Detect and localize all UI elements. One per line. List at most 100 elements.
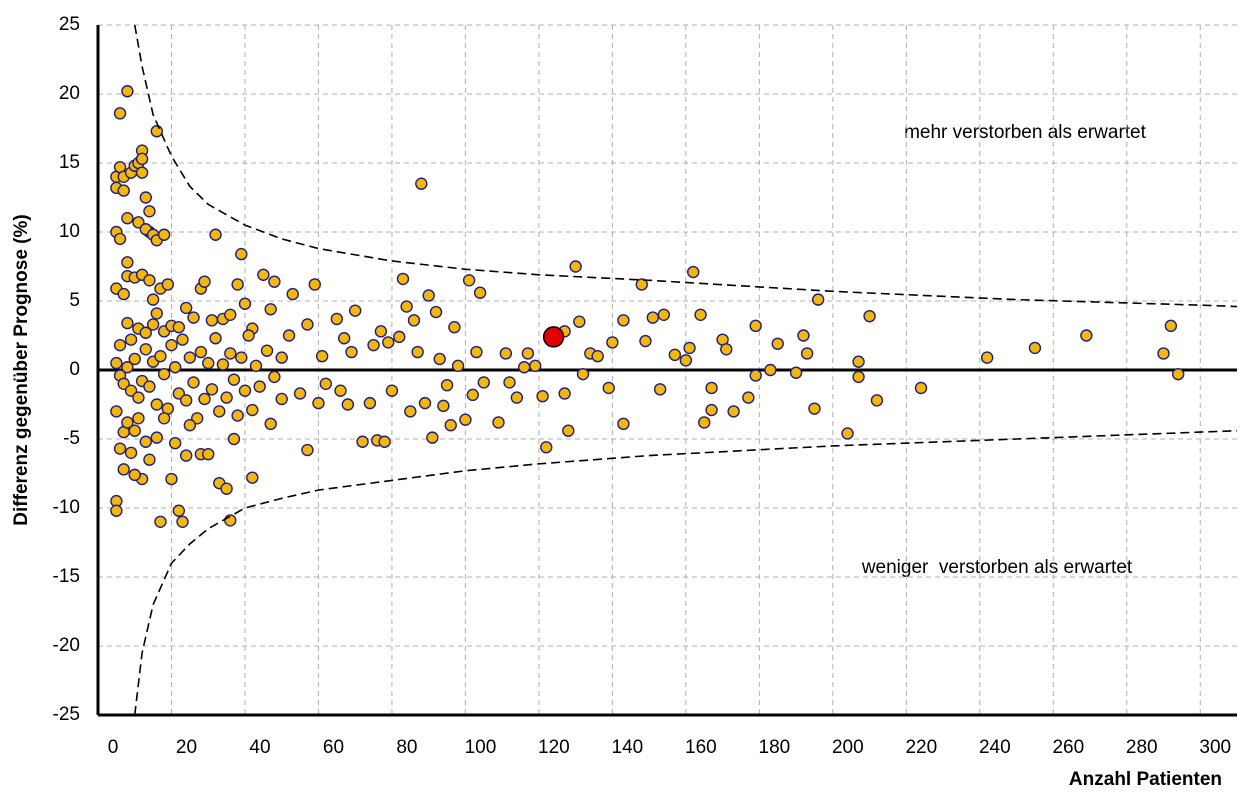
point	[1172, 367, 1185, 381]
point	[242, 329, 255, 342]
point	[841, 427, 854, 440]
point	[617, 314, 630, 327]
point	[150, 125, 163, 138]
y-tick-label: -10	[53, 497, 80, 518]
point	[569, 260, 582, 273]
point	[400, 300, 413, 313]
point	[220, 391, 233, 404]
point	[194, 345, 208, 359]
point	[440, 378, 454, 392]
point	[132, 412, 145, 425]
point	[576, 367, 590, 381]
point	[268, 275, 281, 288]
x-tick-label: 220	[905, 737, 937, 758]
point	[157, 412, 171, 425]
annotation: mehr verstorben als erwartet	[904, 122, 1147, 143]
point	[135, 152, 149, 166]
point	[437, 399, 450, 413]
annotation: weniger verstorben als erwartet	[861, 557, 1133, 578]
y-tick-label: 10	[59, 221, 80, 242]
point	[275, 351, 288, 364]
point	[374, 325, 388, 338]
point	[345, 345, 358, 359]
point	[698, 416, 711, 429]
point	[143, 380, 156, 393]
point	[518, 361, 531, 374]
point	[154, 515, 167, 528]
point	[135, 166, 149, 179]
point	[216, 358, 230, 371]
point	[150, 398, 163, 411]
point	[286, 287, 299, 301]
point	[473, 286, 487, 299]
point	[176, 333, 189, 346]
point	[220, 482, 233, 495]
x-axis-label: Anzahl Patienten	[1069, 769, 1222, 790]
point	[705, 381, 718, 395]
point	[433, 352, 446, 366]
point	[139, 191, 152, 204]
point	[110, 504, 123, 517]
point	[462, 274, 476, 287]
point	[146, 318, 160, 331]
point	[653, 383, 667, 396]
point	[378, 435, 391, 448]
point	[396, 272, 410, 286]
x-tick-label: 160	[685, 737, 717, 758]
point	[117, 463, 130, 476]
point	[789, 366, 803, 379]
y-tick-label: 5	[69, 290, 80, 311]
point	[238, 384, 252, 397]
point	[154, 350, 167, 363]
point	[367, 338, 380, 352]
point	[187, 311, 200, 324]
point	[1080, 329, 1093, 342]
y-tick-label: 25	[59, 14, 80, 35]
point	[312, 396, 325, 410]
point	[764, 363, 777, 377]
point	[282, 329, 296, 342]
point	[800, 347, 814, 360]
point	[165, 472, 178, 486]
x-tick-label: 260	[1052, 737, 1084, 758]
point	[183, 419, 197, 432]
x-tick-label: 180	[759, 737, 791, 758]
point	[205, 383, 219, 396]
x-tick-label: 0	[108, 737, 119, 758]
point	[128, 352, 141, 366]
point	[143, 205, 156, 218]
point	[687, 265, 700, 279]
point	[249, 359, 263, 373]
point	[264, 417, 277, 431]
point	[451, 359, 465, 373]
point	[562, 424, 575, 437]
x-tick-label: 40	[249, 737, 270, 758]
point	[139, 326, 152, 339]
x-tick-label: 100	[465, 737, 497, 758]
point	[264, 303, 277, 316]
x-tick-label: 200	[832, 737, 864, 758]
x-tick-label: 140	[612, 737, 644, 758]
point	[143, 453, 156, 466]
point	[315, 350, 329, 363]
point	[128, 468, 141, 482]
point	[870, 394, 884, 407]
point	[635, 278, 648, 291]
point	[121, 416, 134, 429]
point	[720, 343, 733, 356]
point	[330, 312, 344, 326]
point	[172, 504, 186, 517]
point	[356, 435, 369, 448]
point	[157, 367, 171, 381]
point	[202, 447, 215, 461]
point	[209, 228, 222, 241]
x-tick-label: 120	[538, 737, 570, 758]
point	[213, 405, 226, 418]
point	[679, 354, 693, 367]
point	[139, 435, 152, 448]
point	[771, 337, 784, 350]
point	[602, 381, 615, 395]
point	[617, 417, 630, 431]
point	[172, 321, 186, 334]
